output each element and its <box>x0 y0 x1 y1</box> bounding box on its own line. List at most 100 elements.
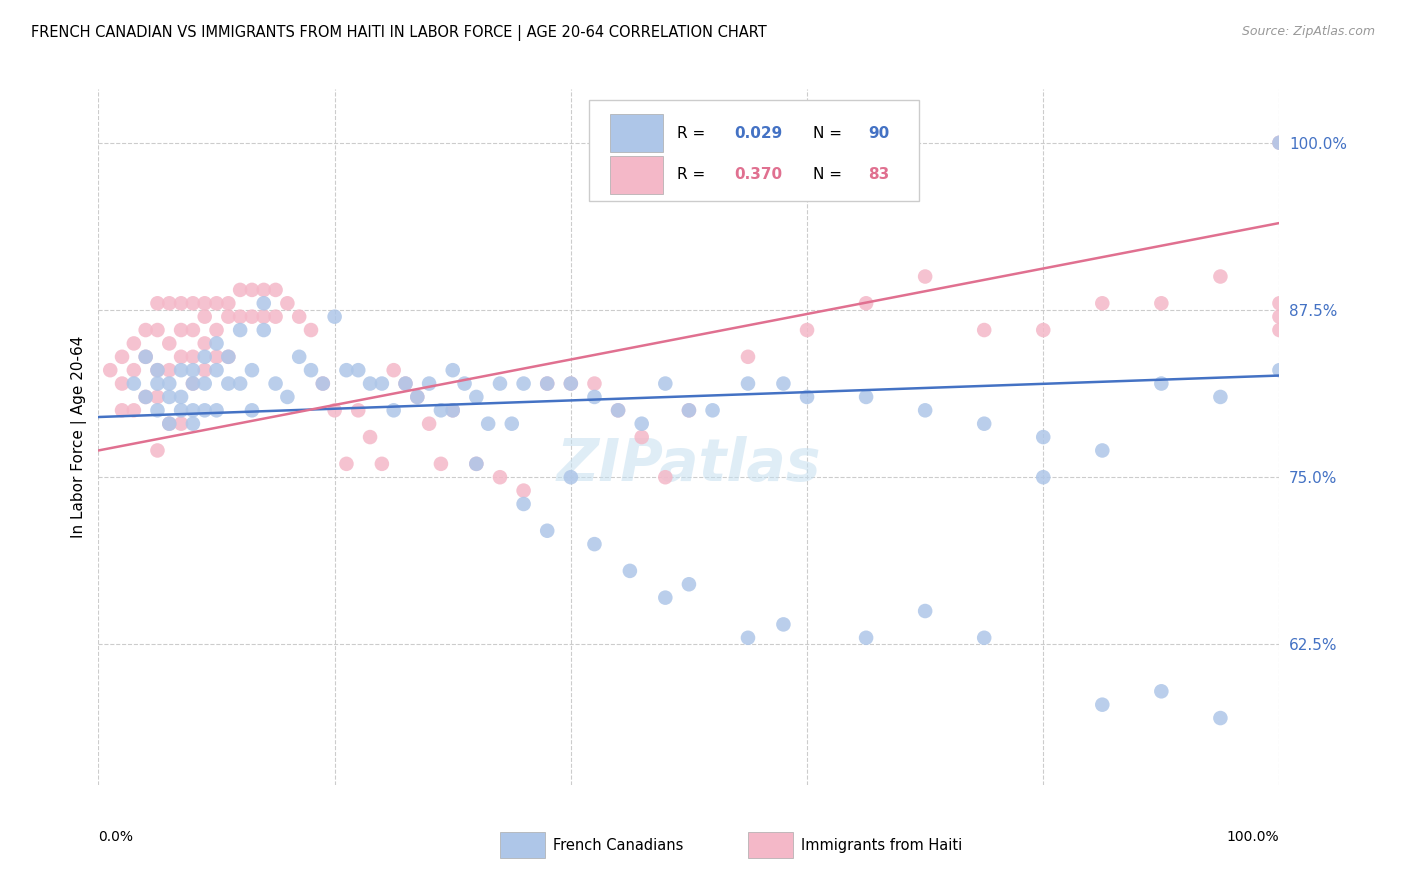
Point <box>382 363 405 377</box>
Point <box>441 403 464 417</box>
Point <box>205 296 228 310</box>
Point <box>146 363 169 377</box>
Point <box>772 617 794 632</box>
Point <box>135 390 157 404</box>
Point <box>217 310 239 324</box>
Point <box>181 403 204 417</box>
Point <box>536 376 558 391</box>
Point <box>181 363 204 377</box>
Point <box>1091 698 1114 712</box>
Point <box>335 363 357 377</box>
Text: 83: 83 <box>869 168 890 182</box>
Point <box>122 403 145 417</box>
Text: 90: 90 <box>869 126 890 141</box>
Point <box>253 283 276 297</box>
Text: ZIPatlas: ZIPatlas <box>557 436 821 493</box>
Point <box>276 296 298 310</box>
Point <box>1091 296 1114 310</box>
Text: 100.0%: 100.0% <box>1227 830 1279 844</box>
Point <box>288 350 311 364</box>
Point <box>135 323 157 337</box>
Text: N =: N = <box>813 126 846 141</box>
Point <box>1209 711 1232 725</box>
Point <box>796 390 818 404</box>
FancyBboxPatch shape <box>589 100 920 201</box>
Point <box>181 417 204 431</box>
Point <box>240 310 263 324</box>
Point <box>288 310 311 324</box>
Point <box>157 336 180 351</box>
Point <box>441 363 464 377</box>
Point <box>276 390 298 404</box>
Point <box>359 430 381 444</box>
Point <box>465 457 488 471</box>
Point <box>170 323 193 337</box>
Text: Source: ZipAtlas.com: Source: ZipAtlas.com <box>1241 25 1375 38</box>
Point <box>229 376 252 391</box>
Point <box>465 390 488 404</box>
Point <box>1150 376 1173 391</box>
Point <box>418 417 440 431</box>
Point <box>489 376 512 391</box>
Point <box>737 376 759 391</box>
Point <box>560 470 582 484</box>
FancyBboxPatch shape <box>610 155 664 194</box>
Point <box>299 323 322 337</box>
Point <box>170 390 193 404</box>
Point <box>583 376 606 391</box>
Point <box>453 376 475 391</box>
Point <box>264 376 287 391</box>
Point <box>253 323 276 337</box>
Point <box>702 403 724 417</box>
Point <box>194 296 217 310</box>
Point <box>157 363 180 377</box>
Point <box>855 390 877 404</box>
Text: FRENCH CANADIAN VS IMMIGRANTS FROM HAITI IN LABOR FORCE | AGE 20-64 CORRELATION : FRENCH CANADIAN VS IMMIGRANTS FROM HAITI… <box>31 25 766 41</box>
Point <box>973 631 995 645</box>
Point <box>1268 323 1291 337</box>
Point <box>135 390 157 404</box>
Point <box>146 403 169 417</box>
Point <box>111 376 134 391</box>
Point <box>205 336 228 351</box>
Point <box>772 376 794 391</box>
Point <box>157 417 180 431</box>
Point <box>135 350 157 364</box>
Point <box>394 376 416 391</box>
Point <box>170 417 193 431</box>
Point <box>146 376 169 391</box>
Point <box>630 430 652 444</box>
Point <box>181 376 204 391</box>
Point <box>111 403 134 417</box>
Point <box>157 417 180 431</box>
Point <box>157 296 180 310</box>
Point <box>678 403 700 417</box>
Point <box>335 457 357 471</box>
Point <box>1209 269 1232 284</box>
Point <box>217 296 239 310</box>
Point <box>240 283 263 297</box>
Point <box>122 363 145 377</box>
Point <box>111 350 134 364</box>
Point <box>560 376 582 391</box>
Point <box>323 403 346 417</box>
Point <box>406 390 429 404</box>
Point <box>1268 136 1291 150</box>
Point <box>253 296 276 310</box>
Text: 0.029: 0.029 <box>734 126 782 141</box>
Point <box>181 376 204 391</box>
Point <box>229 323 252 337</box>
Point <box>194 403 217 417</box>
Point <box>477 417 499 431</box>
Point <box>430 403 453 417</box>
Point <box>181 323 204 337</box>
Point <box>501 417 523 431</box>
Point <box>347 363 370 377</box>
Point <box>465 457 488 471</box>
Point <box>737 631 759 645</box>
Point <box>678 403 700 417</box>
Point <box>253 310 276 324</box>
Point <box>737 350 759 364</box>
Point <box>229 283 252 297</box>
Point <box>98 363 121 377</box>
